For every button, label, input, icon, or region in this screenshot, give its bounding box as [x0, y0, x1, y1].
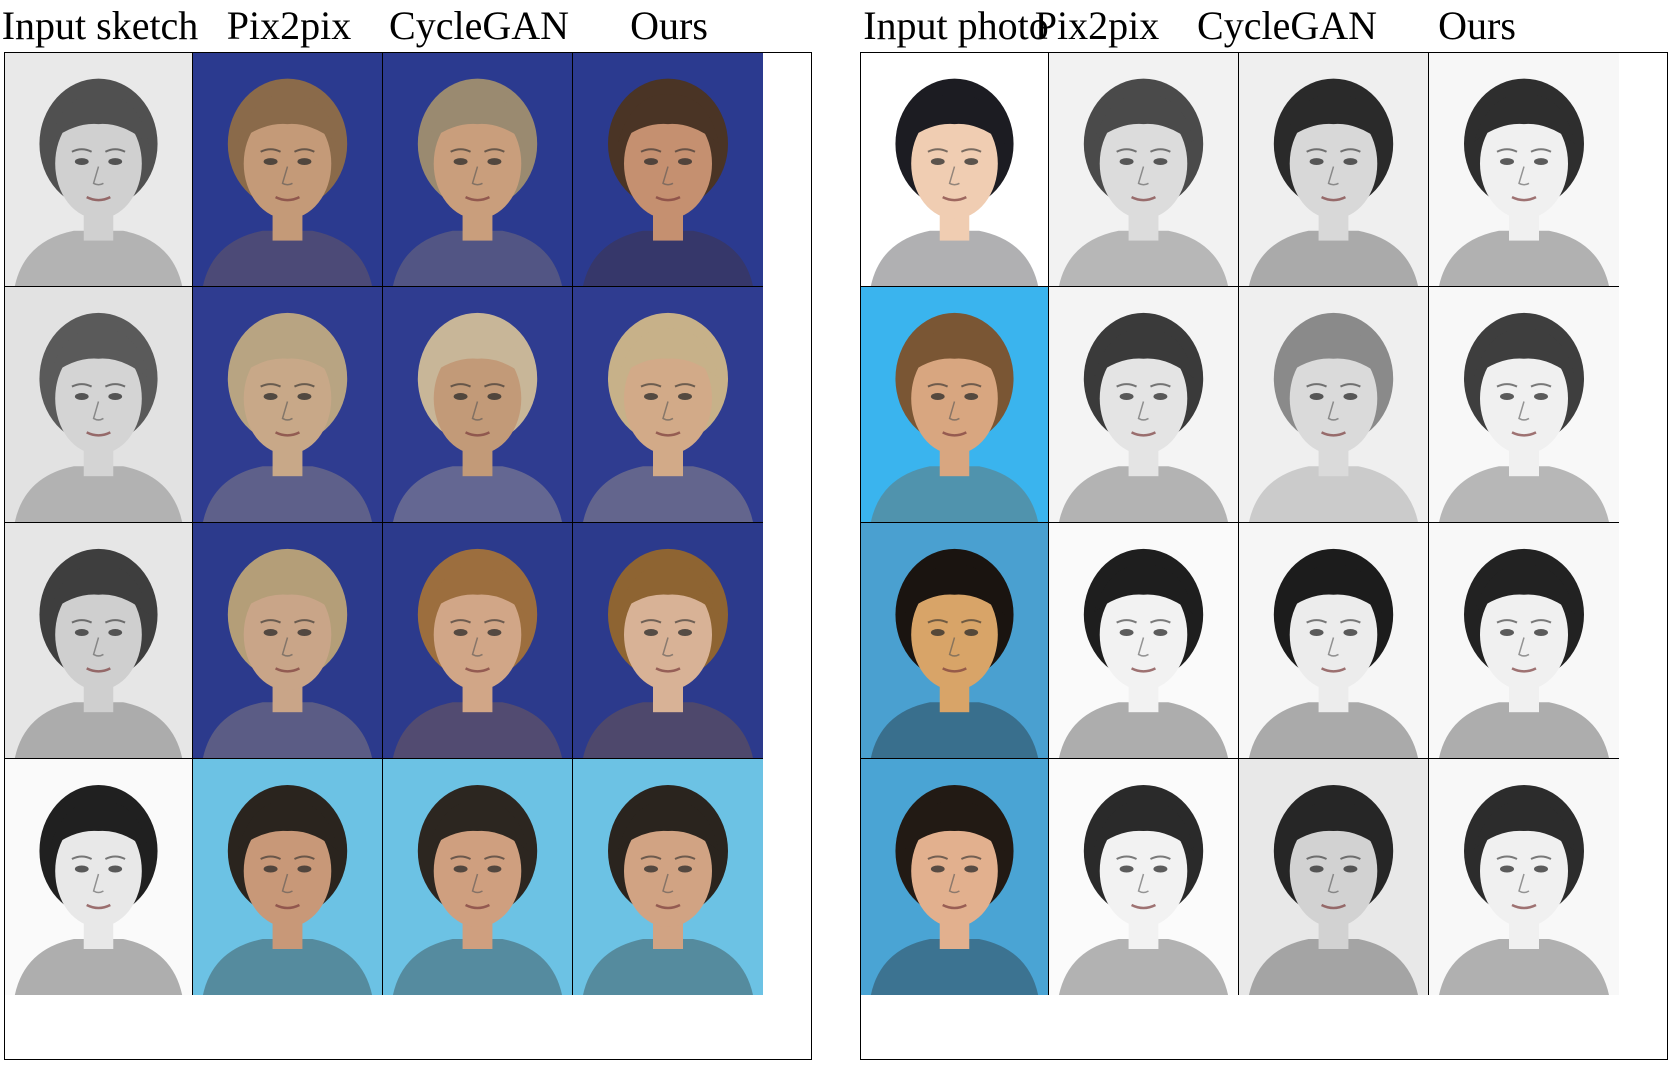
left-cell-r2-c4: [573, 287, 763, 523]
right-face-image-r3-c3: [1239, 523, 1428, 758]
left-face-image-r1-c1: [5, 53, 192, 286]
right-face-image-r2-c2: [1049, 287, 1238, 522]
right-cell-r4-c3: [1239, 759, 1429, 995]
right-face-image-r1-c4: [1429, 53, 1619, 286]
left-face-image-r3-c2: [193, 523, 382, 758]
right-panel-photo-to-sketch: Input photo Pix2pix CycleGAN Ours: [856, 0, 1668, 1060]
left-face-image-r4-c2: [193, 759, 382, 995]
left-header-cyclegan: CycleGAN: [389, 3, 569, 48]
right-face-image-r4-c3: [1239, 759, 1428, 995]
left-cell-r2-c1: [5, 287, 193, 523]
right-cell-r1-c2: [1049, 53, 1239, 287]
left-cell-r3-c3: [383, 523, 573, 759]
right-face-image-r3-c1: [861, 523, 1048, 758]
left-cell-r4-c4: [573, 759, 763, 995]
right-face-image-r4-c1: [861, 759, 1048, 995]
left-cell-r3-c1: [5, 523, 193, 759]
left-header-pix2pix: Pix2pix: [226, 3, 352, 48]
right-face-image-r4-c4: [1429, 759, 1619, 995]
right-face-image-r3-c2: [1049, 523, 1238, 758]
right-face-image-r2-c4: [1429, 287, 1619, 522]
left-cell-r1-c1: [5, 53, 193, 287]
right-face-image-r1-c3: [1239, 53, 1428, 286]
right-cell-r1-c4: [1429, 53, 1619, 287]
left-cell-r4-c2: [193, 759, 383, 995]
right-header-ours: Ours: [1438, 3, 1516, 48]
left-face-image-r3-c1: [5, 523, 192, 758]
right-header-row: Input photo Pix2pix CycleGAN Ours: [856, 0, 1668, 52]
right-cell-r2-c3: [1239, 287, 1429, 523]
left-header-ours: Ours: [630, 3, 708, 48]
right-cell-r2-c1: [861, 287, 1049, 523]
right-header-pix2pix: Pix2pix: [1034, 3, 1160, 48]
right-cell-r2-c2: [1049, 287, 1239, 523]
left-header-row: Input sketch Pix2pix CycleGAN Ours: [0, 0, 812, 52]
right-face-image-r3-c4: [1429, 523, 1619, 758]
left-cell-r1-c2: [193, 53, 383, 287]
left-cell-r1-c4: [573, 53, 763, 287]
right-face-image-r2-c3: [1239, 287, 1428, 522]
left-cell-r4-c1: [5, 759, 193, 995]
left-face-image-r2-c2: [193, 287, 382, 522]
right-cell-r3-c2: [1049, 523, 1239, 759]
left-image-grid: [4, 52, 812, 1060]
left-face-image-r2-c1: [5, 287, 192, 522]
right-header-input-photo: Input photo: [863, 3, 1049, 48]
left-panel-sketch-to-photo: Input sketch Pix2pix CycleGAN Ours: [0, 0, 812, 1060]
right-cell-r1-c1: [861, 53, 1049, 287]
left-cell-r2-c3: [383, 287, 573, 523]
right-cell-r3-c4: [1429, 523, 1619, 759]
left-face-image-r3-c4: [573, 523, 763, 758]
right-face-image-r4-c2: [1049, 759, 1238, 995]
left-face-image-r2-c4: [573, 287, 763, 522]
left-face-image-r1-c4: [573, 53, 763, 286]
left-header-input-sketch: Input sketch: [1, 3, 199, 48]
right-cell-r4-c1: [861, 759, 1049, 995]
left-cell-r2-c2: [193, 287, 383, 523]
left-cell-r3-c2: [193, 523, 383, 759]
left-face-image-r3-c3: [383, 523, 572, 758]
left-face-image-r1-c3: [383, 53, 572, 286]
right-face-image-r1-c2: [1049, 53, 1238, 286]
left-cell-r1-c3: [383, 53, 573, 287]
right-cell-r3-c1: [861, 523, 1049, 759]
right-face-image-r2-c1: [861, 287, 1048, 522]
right-cell-r4-c4: [1429, 759, 1619, 995]
right-header-cyclegan: CycleGAN: [1197, 3, 1377, 48]
right-face-image-r1-c1: [861, 53, 1048, 286]
right-cell-r1-c3: [1239, 53, 1429, 287]
left-face-image-r1-c2: [193, 53, 382, 286]
left-face-image-r2-c3: [383, 287, 572, 522]
right-cell-r4-c2: [1049, 759, 1239, 995]
right-image-grid: [860, 52, 1668, 1060]
right-cell-r3-c3: [1239, 523, 1429, 759]
left-cell-r4-c3: [383, 759, 573, 995]
left-face-image-r4-c3: [383, 759, 572, 995]
left-face-image-r4-c4: [573, 759, 763, 995]
right-cell-r2-c4: [1429, 287, 1619, 523]
left-cell-r3-c4: [573, 523, 763, 759]
left-face-image-r4-c1: [5, 759, 192, 995]
